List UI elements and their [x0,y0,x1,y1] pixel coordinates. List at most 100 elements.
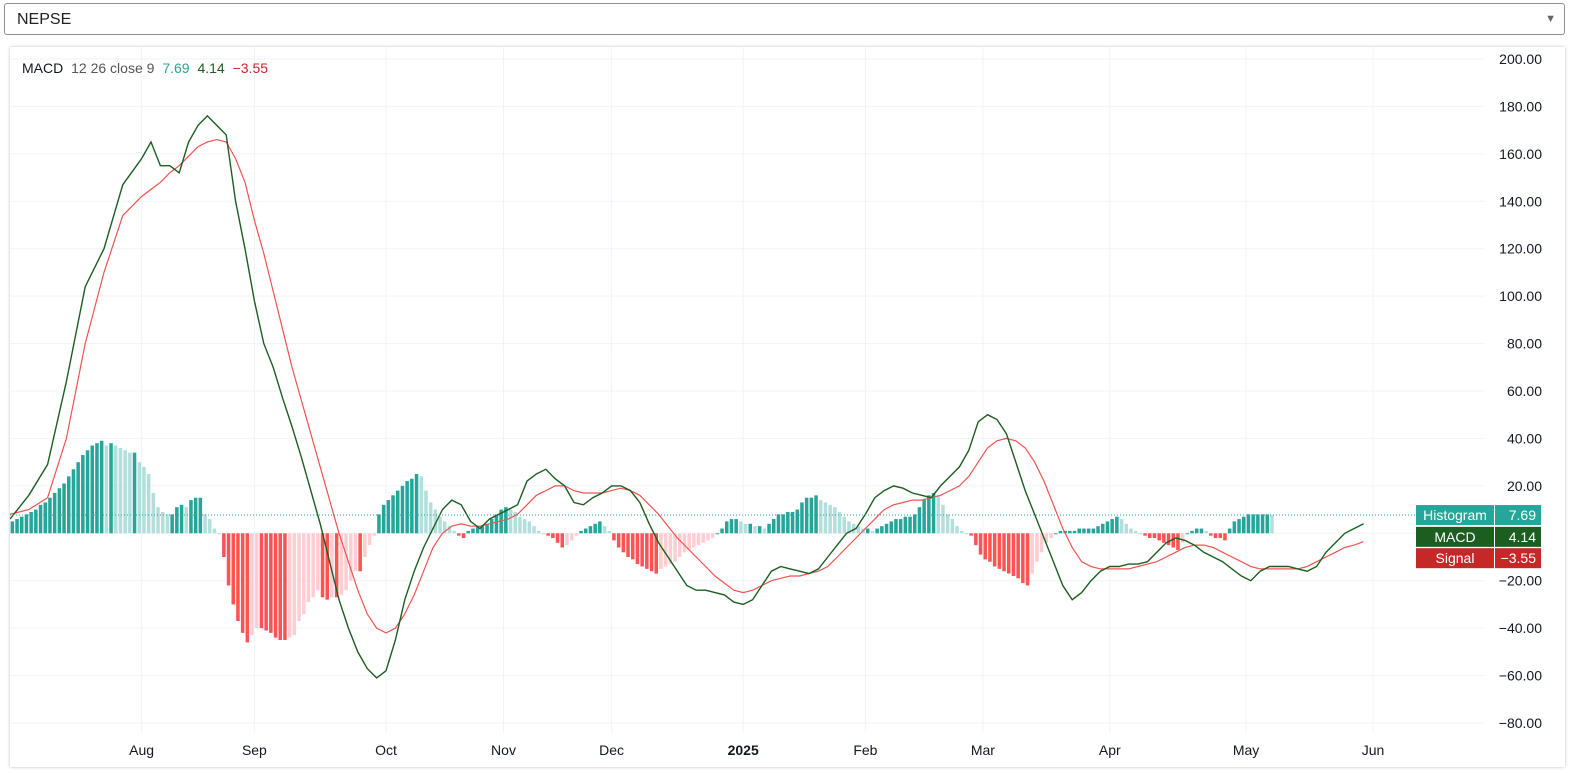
histogram-bar [203,514,207,534]
histogram-bar [34,509,38,534]
histogram-badge-value: 7.69 [1509,507,1536,523]
histogram-bar [927,495,931,534]
histogram-bar [1152,533,1157,539]
histogram-bar [1082,528,1086,534]
x-axis-tick-label: Oct [375,742,397,758]
histogram-bar [283,533,287,640]
histogram-bar [179,504,184,534]
histogram-bar [38,504,43,534]
histogram-bar [833,507,837,534]
histogram-bar [941,504,945,534]
histogram-bar [1241,516,1246,534]
histogram-bar [842,516,847,534]
chart-panel[interactable]: 200.00 180.00 160.00 140.00 120.00 100.00 80.0… [10,47,1565,767]
histogram-bar [273,533,278,638]
histogram-bar [1246,514,1251,534]
histogram-bar [724,521,729,534]
histogram-bar [123,450,127,534]
histogram-bar [1213,533,1218,539]
histogram-bar [880,526,884,534]
histogram-bar [997,533,1002,569]
histogram-bar [1086,528,1091,534]
histogram-bar [1270,515,1274,534]
histogram-bar [19,516,24,534]
histogram-bar [52,492,57,534]
histogram-bar [245,533,250,643]
histogram-bar [635,533,640,565]
histogram-bar [466,530,471,534]
histogram-bar [334,533,339,598]
histogram-bar [654,533,659,574]
histogram-bar [1166,533,1171,546]
histogram-bar [428,502,433,534]
histogram-bar [377,514,381,534]
histogram-bar [254,533,259,629]
histogram-bar [720,528,724,534]
histogram-bar [358,533,362,572]
histogram-bar [414,474,419,534]
histogram-bar [1016,533,1020,579]
histogram-bar [1030,533,1035,574]
histogram-bar [1115,516,1119,534]
legend-histogram-value: 7.69 [162,60,190,76]
histogram-bar [814,495,818,534]
histogram-bar [57,488,62,534]
histogram-bar [645,533,649,569]
histogram-bar [222,533,226,557]
histogram-bar [616,533,621,548]
macd-chart[interactable]: 200.00 180.00 160.00 140.00 120.00 100.00 80.0… [10,47,1565,767]
histogram-bar [1049,533,1053,539]
histogram-bar [847,521,851,534]
histogram-bar [250,533,254,636]
histogram-bar [381,504,386,534]
histogram-bar [917,507,922,534]
legend-indicator-name: MACD [22,60,64,76]
histogram-bar [912,514,917,534]
histogram-bar [1223,533,1227,541]
histogram-bar [442,521,447,534]
histogram-bar [400,485,405,534]
histogram-bar [489,519,494,534]
legend-signal-value: −3.55 [232,60,269,76]
y-axis-tick-label: 140.00 [1499,193,1542,209]
histogram-bar [837,511,842,534]
histogram-bar [551,533,555,539]
histogram-bar [236,533,240,622]
histogram-bar [974,533,978,546]
histogram-bar [682,533,687,553]
histogram-bar [217,533,221,535]
histogram-bar [109,443,113,534]
histogram-bar [762,528,767,534]
histogram-bar [1232,521,1237,534]
histogram-bar [536,530,541,534]
histogram-bar [90,445,95,534]
histogram-bar [781,514,785,534]
legend-params: 12 26 close 9 [71,60,155,76]
histogram-bar [518,516,522,534]
histogram-bar [1077,528,1082,534]
histogram-bar [1237,519,1241,534]
histogram-bar [1209,533,1213,536]
histogram-bar [546,533,550,536]
histogram-bar [1025,533,1030,586]
y-axis-tick-label: 40.00 [1507,430,1542,446]
histogram-bar [753,526,757,534]
histogram-bar [936,495,941,534]
indicator-legend: MACD 12 26 close 9 7.69 4.14 −3.55 [22,60,272,76]
histogram-bar [29,511,33,534]
y-axis-tick-label: −40.00 [1499,620,1542,636]
histogram-bar [786,511,790,534]
histogram-bar [475,526,480,534]
histogram-bar [1162,533,1166,543]
histogram-bar [555,533,560,543]
histogram-bar [884,523,889,534]
histogram-bar [992,533,997,567]
y-axis-tick-label: −20.00 [1499,573,1542,589]
histogram-bar [565,533,569,546]
histogram-bar [1119,519,1124,534]
symbol-select[interactable]: NEPSE ▼ [4,3,1565,35]
histogram-bar [278,533,283,640]
histogram-bar [626,533,630,557]
histogram-bar [363,533,367,557]
histogram-bar [1068,530,1072,534]
